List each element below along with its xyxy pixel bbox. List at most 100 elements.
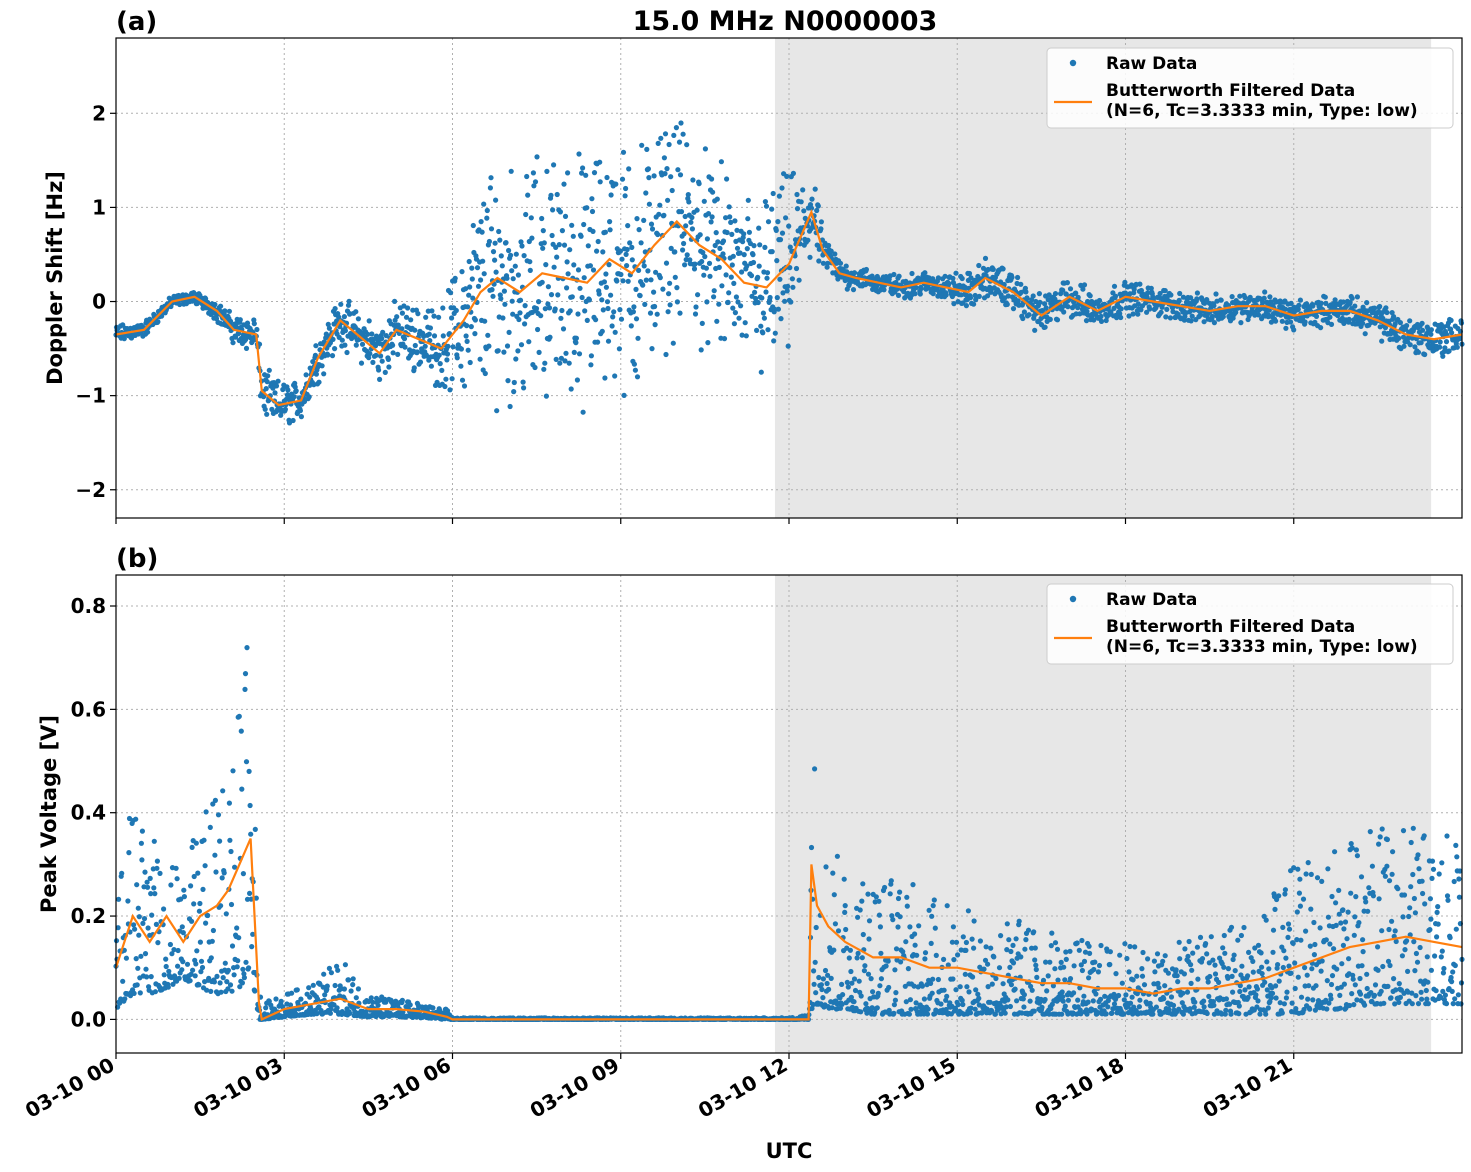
raw-point: [929, 913, 935, 919]
raw-point: [614, 278, 620, 284]
raw-point: [1118, 306, 1124, 312]
raw-point: [459, 269, 465, 275]
raw-point: [484, 207, 490, 214]
raw-point: [1005, 997, 1011, 1003]
raw-point: [647, 310, 654, 316]
raw-point: [1280, 964, 1286, 971]
raw-point: [843, 263, 849, 269]
raw-point: [950, 976, 956, 982]
raw-point: [897, 914, 903, 920]
raw-point: [198, 969, 204, 975]
raw-point: [1096, 297, 1103, 304]
raw-point: [1054, 317, 1061, 323]
raw-point: [1010, 306, 1017, 312]
raw-point: [850, 287, 857, 293]
raw-point: [366, 355, 372, 361]
raw-point: [559, 307, 565, 314]
raw-point: [155, 319, 161, 325]
raw-point: [843, 926, 849, 933]
raw-point: [1312, 941, 1318, 948]
raw-point: [996, 965, 1003, 971]
raw-point: [145, 925, 151, 931]
raw-point: [1062, 977, 1068, 983]
raw-point: [194, 948, 200, 954]
raw-point: [1207, 973, 1213, 980]
raw-point: [510, 276, 516, 282]
raw-point: [860, 881, 866, 887]
raw-point: [559, 228, 566, 234]
raw-point: [725, 299, 731, 305]
raw-point: [1210, 957, 1216, 963]
raw-point: [1111, 283, 1118, 289]
legend-raw-label-a: Raw Data: [1106, 54, 1197, 74]
raw-point: [917, 291, 923, 297]
raw-point: [711, 288, 717, 294]
raw-point: [564, 285, 570, 291]
raw-point: [891, 1002, 898, 1008]
raw-point: [264, 379, 270, 385]
raw-point: [666, 141, 672, 148]
raw-point: [345, 977, 352, 983]
raw-point: [181, 887, 187, 893]
raw-point: [1071, 990, 1077, 996]
raw-point: [1018, 281, 1024, 287]
raw-point: [625, 223, 631, 229]
raw-point: [837, 260, 844, 266]
raw-point: [1059, 1011, 1065, 1017]
raw-point: [568, 386, 574, 392]
raw-point: [488, 226, 495, 232]
raw-point: [922, 956, 928, 962]
raw-point: [1266, 966, 1272, 972]
raw-point: [234, 925, 240, 931]
raw-point: [472, 317, 478, 323]
raw-point: [138, 840, 144, 846]
raw-point: [648, 221, 655, 227]
raw-point: [240, 871, 246, 877]
raw-point: [115, 925, 121, 931]
raw-point: [1065, 997, 1071, 1003]
raw-point: [1221, 964, 1227, 970]
raw-point: [253, 895, 259, 901]
raw-point: [1265, 1005, 1271, 1011]
raw-point: [758, 323, 764, 329]
raw-point: [174, 876, 180, 882]
raw-point: [492, 240, 498, 246]
raw-point: [960, 1001, 966, 1008]
raw-point: [1144, 309, 1150, 315]
raw-point: [116, 896, 122, 902]
raw-point: [201, 837, 207, 843]
raw-point: [951, 957, 957, 963]
raw-point: [486, 343, 492, 349]
raw-point: [921, 996, 928, 1002]
raw-point: [248, 896, 254, 902]
raw-point: [788, 299, 794, 305]
raw-point: [632, 367, 639, 373]
raw-point: [472, 331, 478, 337]
raw-point: [845, 984, 851, 990]
raw-point: [1032, 957, 1038, 963]
raw-point: [1211, 320, 1217, 326]
raw-point: [1209, 313, 1215, 319]
raw-point: [1223, 1007, 1229, 1014]
raw-point: [642, 301, 648, 307]
raw-point: [607, 227, 613, 233]
raw-point: [273, 383, 280, 389]
raw-point: [575, 311, 581, 317]
raw-point: [704, 236, 711, 242]
raw-point: [307, 994, 313, 1000]
raw-point: [1300, 896, 1307, 902]
raw-point: [293, 388, 299, 394]
raw-point: [874, 1005, 880, 1011]
raw-point: [291, 394, 297, 400]
raw-point: [411, 365, 417, 371]
raw-point: [187, 978, 193, 984]
raw-point: [1145, 290, 1151, 296]
raw-point: [261, 394, 267, 400]
raw-point: [1042, 996, 1048, 1003]
raw-point: [401, 336, 408, 342]
raw-point: [645, 268, 651, 274]
raw-point: [1269, 990, 1276, 997]
raw-point: [1318, 968, 1324, 974]
raw-point: [580, 165, 586, 171]
raw-point: [878, 950, 884, 956]
